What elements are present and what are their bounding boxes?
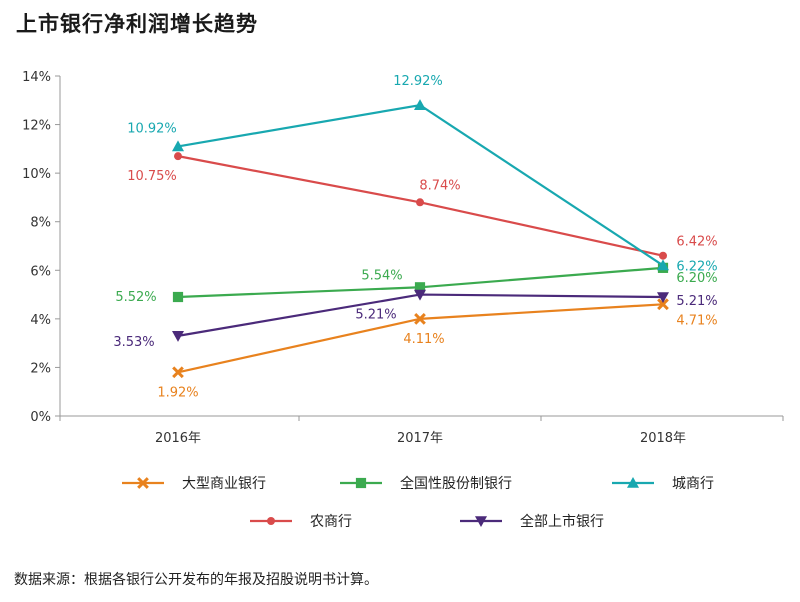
data-label: 4.71% xyxy=(676,313,717,328)
data-label: 10.75% xyxy=(127,169,177,184)
x-tick-label: 2016年 xyxy=(155,431,201,446)
data-point-marker xyxy=(414,282,426,293)
y-tick-label: 12% xyxy=(22,119,51,134)
marker-stroke xyxy=(137,477,149,489)
line-chart: 0% 2% 4% 6% 8% 10% 12% 14% 2016年 2017年 2018年 1.92% 4… xyxy=(22,70,784,530)
data-label: 3.53% xyxy=(113,335,154,350)
data-point-marker xyxy=(416,198,424,207)
legend-label: 全国性股份制银行 xyxy=(400,475,512,492)
data-label: 6.42% xyxy=(676,235,717,250)
data-label: 6.20% xyxy=(676,271,717,286)
data-label: 4.11% xyxy=(403,332,444,347)
legend-label: 农商行 xyxy=(310,514,352,530)
legend-marker xyxy=(137,477,149,489)
legend-label: 城商行 xyxy=(672,476,714,492)
x-tick-label: 2017年 xyxy=(397,431,443,446)
x-tick-label: 2018年 xyxy=(640,431,686,446)
data-point-marker xyxy=(172,140,184,152)
y-tick-label: 10% xyxy=(22,167,51,182)
legend-marker xyxy=(475,516,487,527)
data-point-marker xyxy=(174,152,182,161)
legend-marker xyxy=(355,477,367,489)
data-point-marker xyxy=(659,251,667,260)
data-point-marker xyxy=(414,312,426,325)
legend-label: 大型商业银行 xyxy=(182,476,266,492)
y-tick-label: 4% xyxy=(30,313,51,328)
legend-marker xyxy=(267,517,275,525)
legend-label: 全部上市银行 xyxy=(520,513,604,530)
data-point-marker xyxy=(657,259,669,271)
data-source-note: 数据来源：根据各银行公开发布的年报及招股说明书计算。 xyxy=(14,572,378,588)
data-point-marker xyxy=(414,289,426,301)
data-point-marker xyxy=(414,99,426,110)
data-label: 1.92% xyxy=(157,385,198,400)
y-tick-label: 14% xyxy=(22,70,51,85)
data-label: 5.52% xyxy=(115,290,156,305)
data-label: 12.92% xyxy=(393,74,443,89)
data-point-marker xyxy=(172,331,184,342)
y-tick-label: 8% xyxy=(30,216,51,231)
data-point-marker xyxy=(172,291,184,303)
data-point-marker xyxy=(657,292,669,303)
data-label: 10.92% xyxy=(127,121,177,136)
chart-title: 上市银行净利润增长趋势 xyxy=(16,12,258,36)
data-label: 8.74% xyxy=(419,178,460,193)
marker-stroke xyxy=(414,312,426,325)
data-label: 6.22% xyxy=(676,259,717,274)
data-label: 5.21% xyxy=(676,294,717,309)
data-point-marker xyxy=(657,298,669,311)
data-label: 5.21% xyxy=(355,308,396,323)
y-tick-label: 6% xyxy=(30,264,51,279)
y-tick-label: 2% xyxy=(30,361,51,376)
marker-stroke xyxy=(172,366,184,379)
data-label: 5.54% xyxy=(361,268,402,283)
legend-marker xyxy=(627,477,639,488)
data-point-marker xyxy=(172,366,184,379)
marker-stroke xyxy=(657,298,669,311)
series-line xyxy=(177,293,664,337)
y-tick-label: 0% xyxy=(30,410,51,425)
